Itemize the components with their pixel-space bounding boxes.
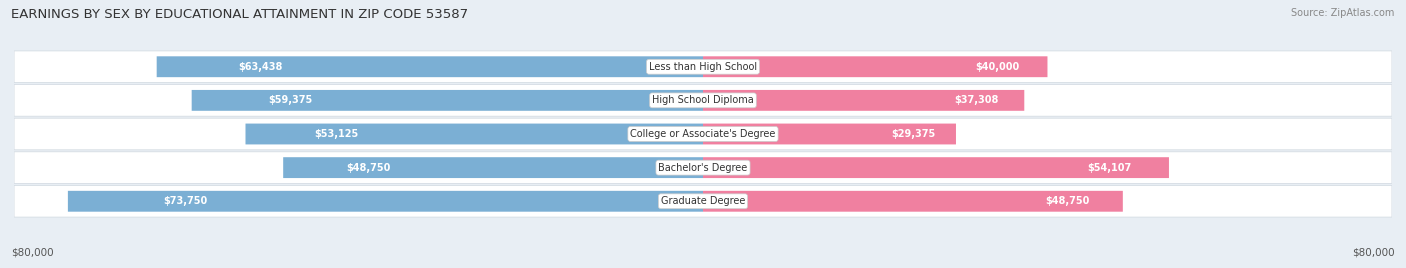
Text: Graduate Degree: Graduate Degree [661, 196, 745, 206]
FancyBboxPatch shape [283, 157, 703, 178]
Text: $54,107: $54,107 [1087, 163, 1132, 173]
Text: $53,125: $53,125 [314, 129, 359, 139]
Text: $80,000: $80,000 [11, 247, 53, 257]
Text: High School Diploma: High School Diploma [652, 95, 754, 105]
Text: EARNINGS BY SEX BY EDUCATIONAL ATTAINMENT IN ZIP CODE 53587: EARNINGS BY SEX BY EDUCATIONAL ATTAINMEN… [11, 8, 468, 21]
Text: College or Associate's Degree: College or Associate's Degree [630, 129, 776, 139]
Text: Bachelor's Degree: Bachelor's Degree [658, 163, 748, 173]
Text: $48,750: $48,750 [346, 163, 391, 173]
Text: $80,000: $80,000 [1353, 247, 1395, 257]
FancyBboxPatch shape [703, 124, 956, 144]
FancyBboxPatch shape [703, 90, 1025, 111]
Text: $59,375: $59,375 [269, 95, 312, 105]
FancyBboxPatch shape [191, 90, 703, 111]
FancyBboxPatch shape [246, 124, 703, 144]
Text: $63,438: $63,438 [239, 62, 283, 72]
Text: $37,308: $37,308 [955, 95, 998, 105]
FancyBboxPatch shape [703, 157, 1168, 178]
Text: $40,000: $40,000 [976, 62, 1019, 72]
Text: $73,750: $73,750 [163, 196, 208, 206]
FancyBboxPatch shape [156, 56, 703, 77]
FancyBboxPatch shape [703, 191, 1123, 212]
FancyBboxPatch shape [14, 85, 1392, 116]
FancyBboxPatch shape [14, 185, 1392, 217]
FancyBboxPatch shape [14, 51, 1392, 83]
FancyBboxPatch shape [703, 56, 1047, 77]
Text: $29,375: $29,375 [891, 129, 936, 139]
FancyBboxPatch shape [14, 118, 1392, 150]
Text: $48,750: $48,750 [1045, 196, 1090, 206]
FancyBboxPatch shape [14, 152, 1392, 183]
Text: Source: ZipAtlas.com: Source: ZipAtlas.com [1291, 8, 1395, 18]
FancyBboxPatch shape [67, 191, 703, 212]
Text: Less than High School: Less than High School [650, 62, 756, 72]
